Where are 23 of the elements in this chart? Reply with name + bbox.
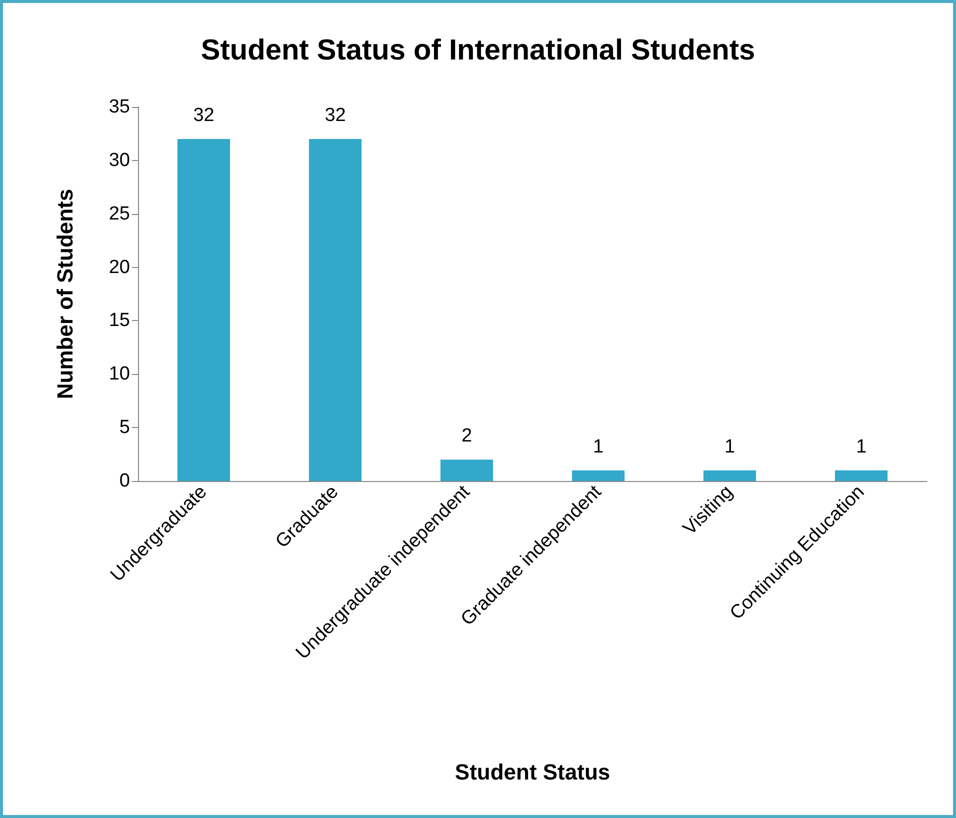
data-label: 1	[592, 436, 604, 458]
y-axis-title: Number of Students	[52, 188, 78, 400]
bar	[177, 139, 230, 481]
bar	[572, 470, 625, 481]
bar	[440, 460, 494, 481]
y-tick-label: 10	[108, 364, 130, 385]
bar	[703, 470, 756, 481]
data-label: 1	[856, 436, 867, 458]
y-tick-label: 0	[119, 470, 130, 492]
chart-title: Student Status of International Students	[200, 34, 756, 66]
y-tick-label: 5	[119, 417, 130, 438]
data-label: 32	[193, 105, 214, 126]
data-label: 1	[724, 436, 736, 458]
x-axis-title: Student Status	[454, 760, 610, 784]
data-label: 32	[324, 105, 346, 126]
y-tick-label: 30	[108, 150, 130, 171]
bar	[308, 139, 362, 481]
bar	[834, 470, 888, 481]
y-tick-label: 35	[108, 96, 130, 118]
y-tick-label: 20	[108, 256, 130, 278]
y-tick-label: 25	[108, 203, 130, 224]
data-label: 2	[461, 426, 472, 447]
y-tick-label: 15	[108, 310, 130, 332]
